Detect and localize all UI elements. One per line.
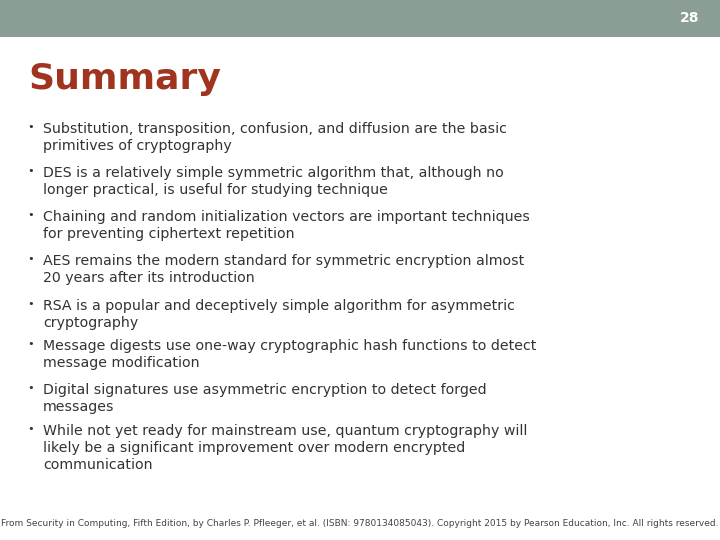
- Text: Summary: Summary: [29, 62, 222, 96]
- Text: AES remains the modern standard for symmetric encryption almost
20 years after i: AES remains the modern standard for symm…: [43, 254, 524, 286]
- Text: •: •: [27, 299, 34, 309]
- Text: Substitution, transposition, confusion, and diffusion are the basic
primitives o: Substitution, transposition, confusion, …: [43, 122, 507, 153]
- Bar: [0, 0, 720, 37]
- Text: While not yet ready for mainstream use, quantum cryptography will
likely be a si: While not yet ready for mainstream use, …: [43, 424, 528, 472]
- Text: Message digests use one-way cryptographic hash functions to detect
message modif: Message digests use one-way cryptographi…: [43, 339, 536, 370]
- Text: •: •: [27, 383, 34, 394]
- Text: •: •: [27, 166, 34, 176]
- Text: Digital signatures use asymmetric encryption to detect forged
messages: Digital signatures use asymmetric encryp…: [43, 383, 487, 415]
- Text: •: •: [27, 210, 34, 220]
- Text: •: •: [27, 424, 34, 434]
- Text: Chaining and random initialization vectors are important techniques
for preventi: Chaining and random initialization vecto…: [43, 210, 530, 241]
- Text: From Security in Computing, Fifth Edition, by Charles P. Pfleeger, et al. (ISBN:: From Security in Computing, Fifth Editio…: [1, 519, 719, 528]
- Text: •: •: [27, 254, 34, 265]
- Text: •: •: [27, 122, 34, 132]
- Text: RSA is a popular and deceptively simple algorithm for asymmetric
cryptography: RSA is a popular and deceptively simple …: [43, 299, 515, 330]
- Text: DES is a relatively simple symmetric algorithm that, although no
longer practica: DES is a relatively simple symmetric alg…: [43, 166, 504, 197]
- Text: 28: 28: [680, 11, 700, 25]
- Text: •: •: [27, 339, 34, 349]
